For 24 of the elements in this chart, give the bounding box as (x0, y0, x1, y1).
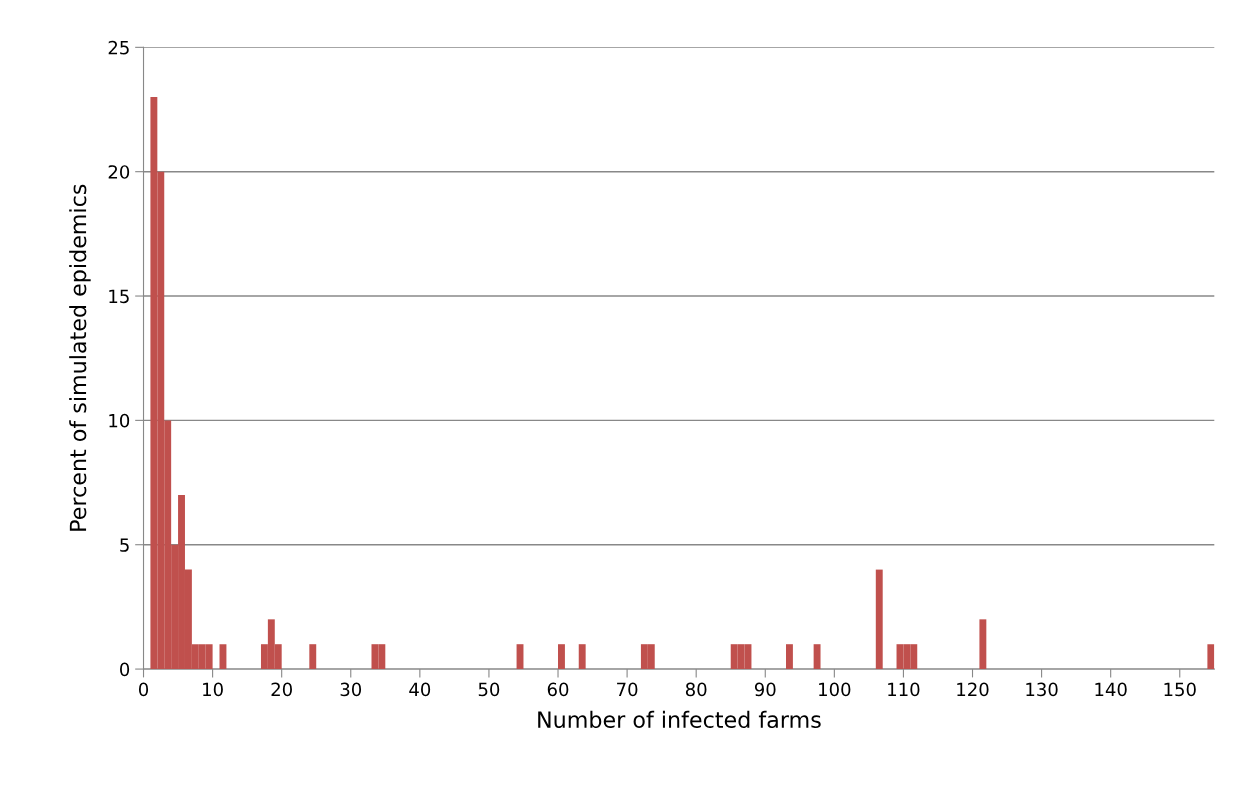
x-tick-label: 100 (819, 682, 851, 697)
x-axis-title: Number of infected farms (538, 710, 821, 729)
x-tick-label: 90 (754, 682, 776, 697)
x-tick-label: 40 (409, 682, 431, 697)
x-tick-label: 0 (138, 682, 149, 697)
x-tick-label: 60 (547, 682, 569, 697)
x-tick-label: 20 (271, 682, 292, 697)
y-axis-title: Percent of simulated epidemics (69, 184, 91, 531)
x-tick-label: 30 (340, 682, 362, 697)
x-tick-label: 110 (888, 682, 920, 697)
x-tick-label: 140 (1095, 682, 1127, 697)
x-tick-label: 150 (1164, 682, 1196, 697)
x-tick-label: 10 (203, 682, 223, 697)
y-tick-label: 5 (120, 538, 129, 552)
y-tick-label: 25 (108, 40, 129, 55)
x-tick-label: 70 (617, 682, 638, 697)
x-tick-label: 130 (1026, 682, 1058, 697)
y-tick-label: 10 (109, 413, 130, 428)
x-tick-label: 120 (957, 682, 989, 697)
x-tick-label: 80 (685, 682, 707, 697)
y-tick-label: 15 (109, 289, 129, 304)
y-tick-label: 20 (108, 165, 130, 179)
x-tick-label: 50 (478, 682, 500, 697)
y-tick-label: 0 (120, 662, 130, 677)
